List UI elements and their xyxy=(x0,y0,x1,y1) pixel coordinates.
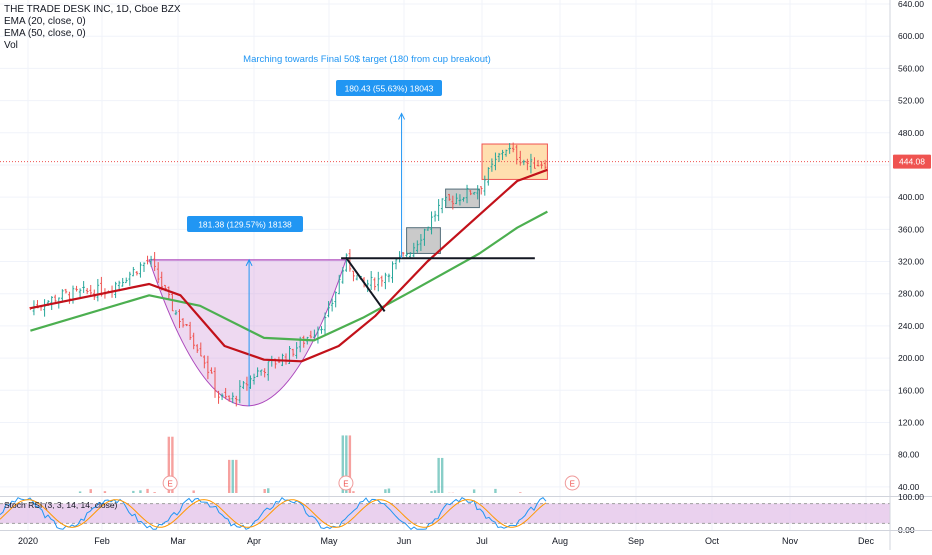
price-tick-label: 640.00 xyxy=(898,0,924,9)
legend-title: THE TRADE DESK INC, 1D, Cboe BZX xyxy=(4,4,181,16)
time-tick-label: Feb xyxy=(94,536,110,546)
time-tick-label: Apr xyxy=(247,536,261,546)
stoch-label: Stoch RSI (3, 3, 14, 14, close) xyxy=(4,500,118,510)
price-tick-label: 240.00 xyxy=(898,321,924,331)
volume-bar xyxy=(437,458,439,493)
time-tick-label: May xyxy=(320,536,338,546)
chart-legend: THE TRADE DESK INC, 1D, Cboe BZX EMA (20… xyxy=(4,4,181,52)
price-tick-label: 320.00 xyxy=(898,257,924,267)
price-tick-label: 600.00 xyxy=(898,31,924,41)
legend-ema50: EMA (50, close, 0) xyxy=(4,28,181,40)
consolidation-box-1 xyxy=(407,228,441,254)
volume-bar xyxy=(90,489,92,493)
measure-label-target: 180.43 (55.63%) 18043 xyxy=(345,84,434,94)
volume-bar xyxy=(441,458,443,493)
volume-bar xyxy=(494,489,496,493)
cup-rim xyxy=(149,259,346,260)
volume-bar xyxy=(153,492,155,493)
legend-ema20: EMA (20, close, 0) xyxy=(4,16,181,28)
volume-bar xyxy=(430,491,432,493)
volume-bar xyxy=(146,489,148,493)
volume-bar xyxy=(519,492,521,493)
volume-bar xyxy=(192,490,194,493)
volume-bar xyxy=(434,490,436,493)
legend-vol: Vol xyxy=(4,40,181,52)
price-tick-label: 480.00 xyxy=(898,128,924,138)
volume-bar xyxy=(132,491,134,493)
time-tick-label: Jul xyxy=(476,536,488,546)
price-tick-label: 160.00 xyxy=(898,385,924,395)
volume-bar xyxy=(263,489,265,493)
volume-bar xyxy=(384,489,386,493)
measure-label-cup: 181.38 (129.57%) 18138 xyxy=(198,220,292,230)
price-tick-label: 360.00 xyxy=(898,224,924,234)
stoch-tick-label: 100.00 xyxy=(898,492,924,502)
time-tick-label: Nov xyxy=(782,536,799,546)
trendline-down xyxy=(346,257,385,311)
consolidation-box-2 xyxy=(446,189,480,208)
price-tick-label: 400.00 xyxy=(898,192,924,202)
price-tick-label: 560.00 xyxy=(898,63,924,73)
price-tick-label: 40.00 xyxy=(898,482,920,492)
volume-bar xyxy=(228,460,230,493)
price-tick-label: 200.00 xyxy=(898,353,924,363)
volume-bar xyxy=(139,490,141,493)
volume-bar xyxy=(79,491,81,493)
cup-pattern xyxy=(149,260,346,406)
time-tick-label: Mar xyxy=(170,536,186,546)
price-tick-label: 80.00 xyxy=(898,450,920,460)
earnings-marker-label: E xyxy=(570,480,575,489)
earnings-marker-label: E xyxy=(343,480,348,489)
price-tick-label: 520.00 xyxy=(898,96,924,106)
volume-bar xyxy=(473,489,475,493)
time-tick-label: Oct xyxy=(705,536,720,546)
price-tick-label: 280.00 xyxy=(898,289,924,299)
volume-bar xyxy=(235,460,237,493)
target-annotation: Marching towards Final 50$ target (180 f… xyxy=(243,54,491,65)
time-tick-label: Jun xyxy=(397,536,412,546)
price-tick-label: 120.00 xyxy=(898,417,924,427)
time-tick-label: Dec xyxy=(858,536,875,546)
volume-bar xyxy=(352,491,354,493)
time-tick-label: 2020 xyxy=(18,536,38,546)
time-tick-label: Aug xyxy=(552,536,568,546)
volume-bar xyxy=(388,489,390,493)
volume-bar xyxy=(267,488,269,493)
time-tick-label: Sep xyxy=(628,536,644,546)
earnings-marker-label: E xyxy=(167,480,172,489)
volume-bar xyxy=(104,491,106,493)
last-price-label: 444.08 xyxy=(899,157,925,167)
volume-bar xyxy=(232,460,234,493)
